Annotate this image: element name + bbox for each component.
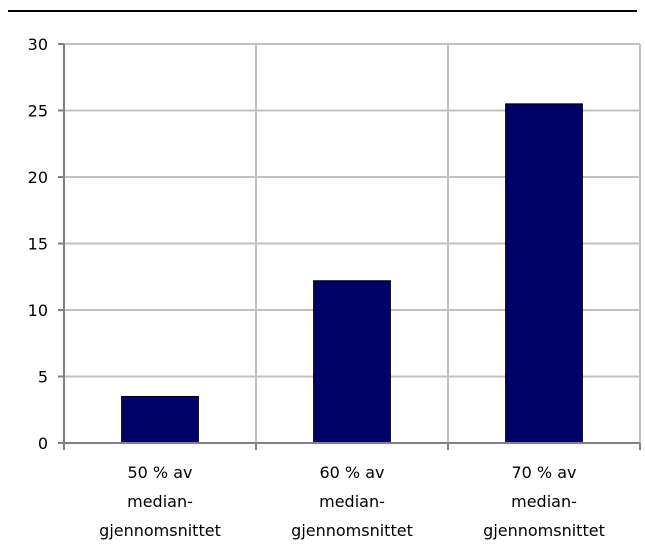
y-tick-label: 5 [38, 368, 48, 387]
labels: 0 5 10 15 20 25 30 50 % av median-gjennomsnittet… [28, 35, 605, 540]
y-tick-label: 10 [28, 301, 48, 320]
category-label: 60 % av [319, 463, 384, 482]
category-label: gjennomsnittet [99, 521, 221, 540]
y-tick-label: 15 [28, 235, 48, 254]
bar [121, 395, 199, 444]
category-label: gjennomsnittet [483, 521, 605, 540]
category-label: gjennomsnittet [291, 521, 413, 540]
category-label: 70 % av [511, 463, 576, 482]
bar [313, 280, 391, 444]
bar [505, 103, 583, 444]
category-label: 50 % av [127, 463, 192, 482]
grid-lines [64, 43, 641, 443]
axes [58, 43, 641, 450]
category-label: median- [319, 492, 385, 511]
y-tick-label: 30 [28, 35, 48, 54]
bars [121, 103, 583, 444]
y-tick-label: 20 [28, 168, 48, 187]
y-tick-label: 0 [38, 434, 48, 453]
category-label: median- [127, 492, 193, 511]
y-tick-label: 25 [28, 102, 48, 121]
category-label: median- [511, 492, 577, 511]
